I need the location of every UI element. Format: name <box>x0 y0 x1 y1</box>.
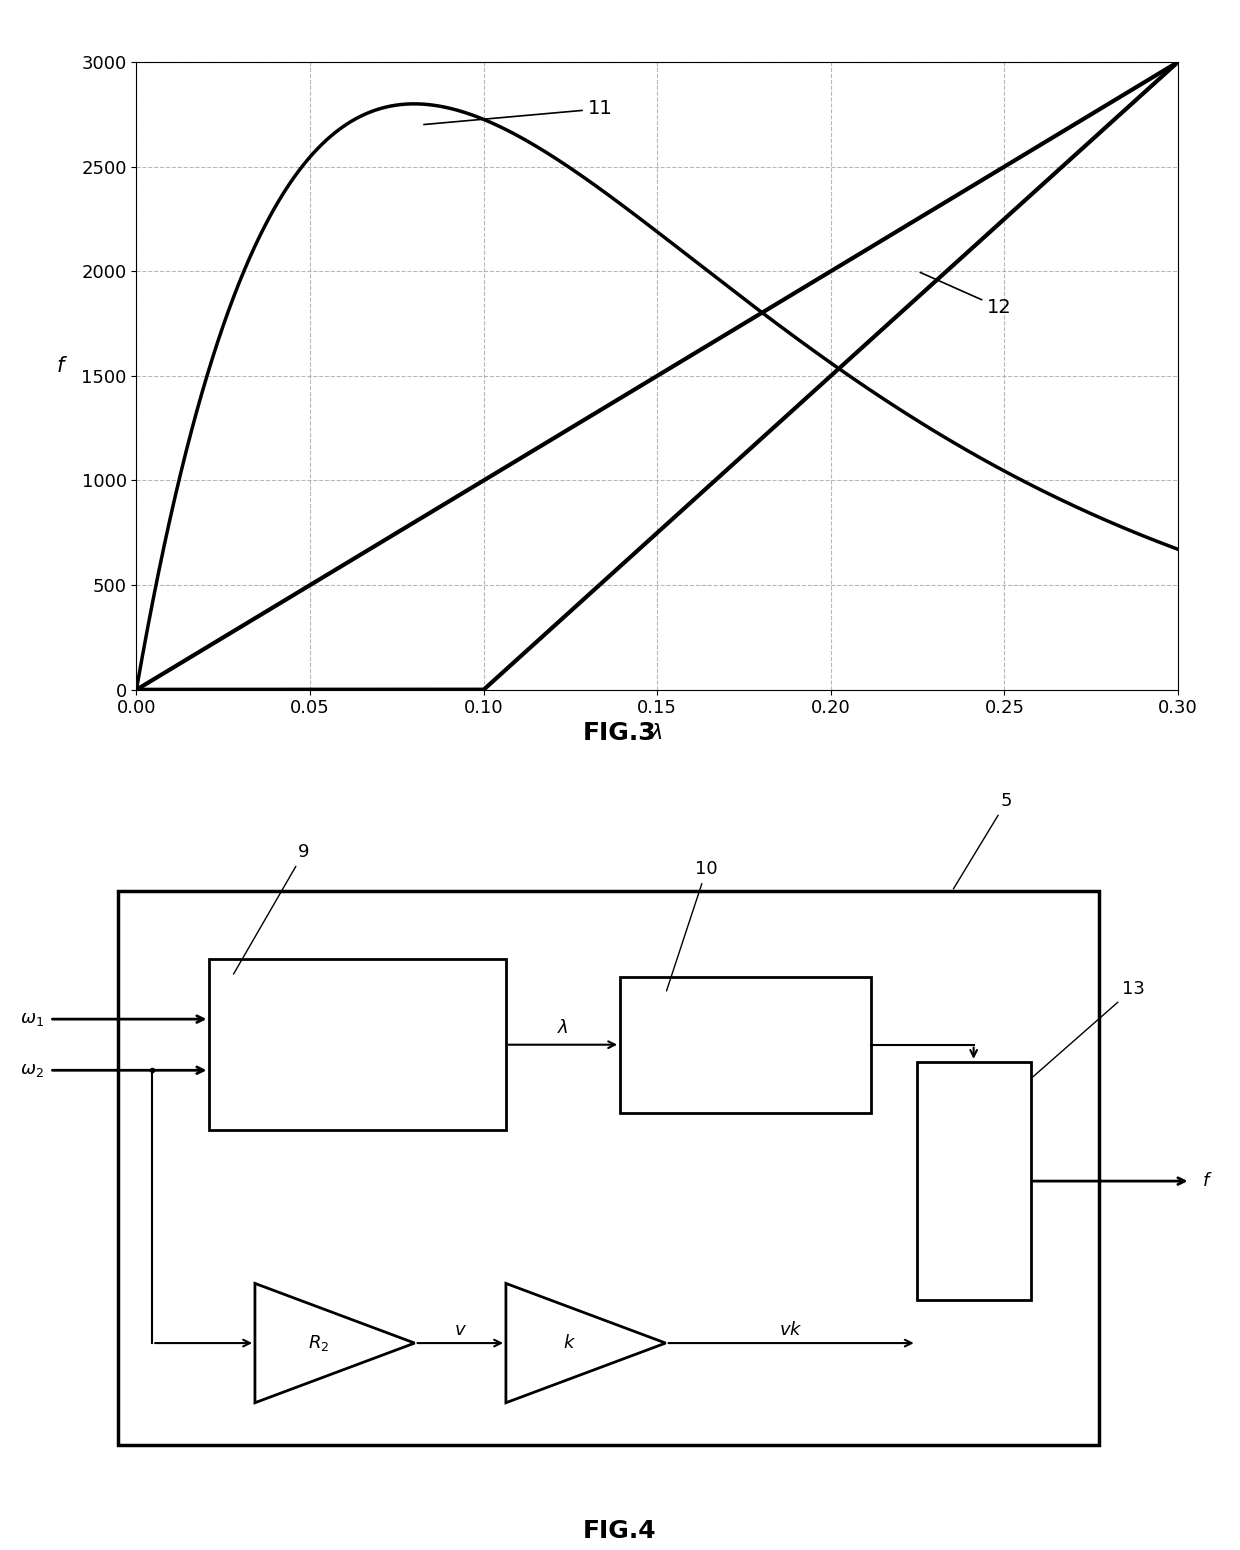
Y-axis label: f: f <box>57 356 64 375</box>
Text: 9: 9 <box>233 843 310 973</box>
Text: FIG.4: FIG.4 <box>583 1519 657 1544</box>
Polygon shape <box>506 1283 666 1403</box>
Text: $\omega_2$: $\omega_2$ <box>20 1062 43 1079</box>
Bar <box>916 1062 1030 1300</box>
Text: $k$: $k$ <box>563 1335 577 1352</box>
Text: $\omega_1$: $\omega_1$ <box>20 1011 43 1028</box>
Polygon shape <box>255 1283 414 1403</box>
Text: 11: 11 <box>424 99 613 124</box>
Bar <box>620 976 870 1113</box>
Text: $vk$: $vk$ <box>779 1321 804 1339</box>
Text: FIG.3: FIG.3 <box>583 721 657 746</box>
X-axis label: λ: λ <box>651 722 663 742</box>
Text: $v$: $v$ <box>454 1321 466 1339</box>
Text: 10: 10 <box>667 860 718 990</box>
Bar <box>118 891 1099 1445</box>
Bar <box>210 959 506 1130</box>
Text: 13: 13 <box>1033 980 1145 1077</box>
Text: 5: 5 <box>954 792 1013 888</box>
Text: $R_2$: $R_2$ <box>309 1333 330 1353</box>
Text: 12: 12 <box>920 273 1012 318</box>
Text: $\lambda$: $\lambda$ <box>557 1018 569 1037</box>
Text: $f$: $f$ <box>1202 1172 1213 1190</box>
